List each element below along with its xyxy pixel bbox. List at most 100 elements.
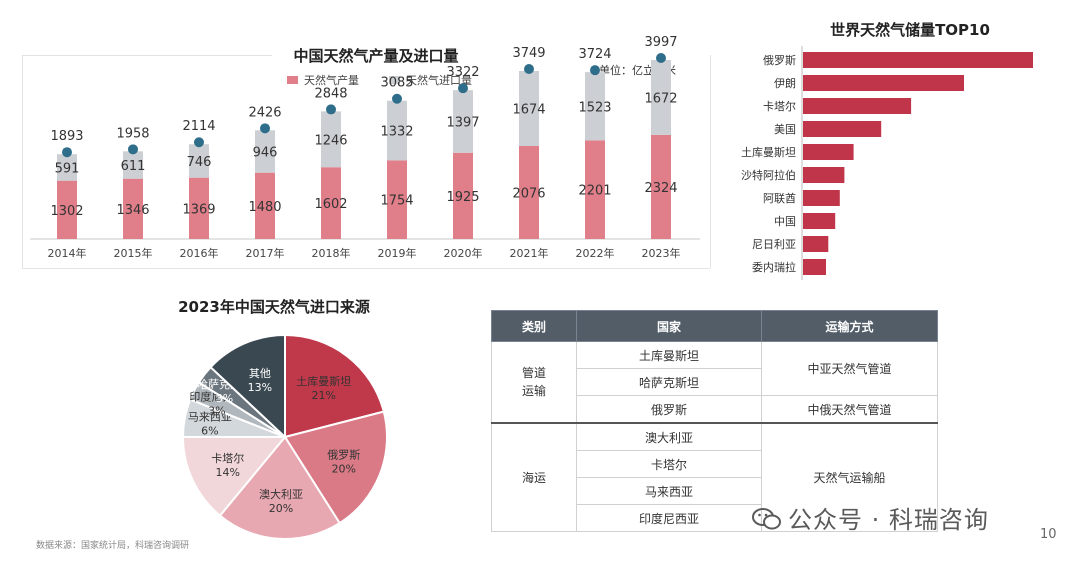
bar-production: [519, 145, 539, 239]
transport-table: 类别 国家 运输方式 管道 运输 土库曼斯坦 中亚天然气管道 哈萨克斯坦 俄罗斯…: [491, 310, 938, 532]
category-sea: 海运: [491, 422, 577, 532]
x-tick-label: 2023年: [642, 246, 681, 260]
bar-import: [123, 151, 143, 179]
wechat-icon: [752, 508, 781, 530]
pie-slice: [181, 436, 288, 518]
total-marker: [260, 123, 270, 134]
data-label-import: 611: [121, 159, 146, 174]
data-label-total: 3085: [380, 76, 413, 91]
y-tick-label: 伊朗: [774, 77, 796, 90]
data-label-total: 3724: [578, 47, 611, 62]
data-label-total: 2426: [248, 105, 281, 120]
page-number: 10: [1040, 527, 1057, 542]
bar-import: [57, 154, 77, 181]
data-label-production: 2201: [578, 184, 611, 199]
y-tick-label: 阿联酋: [763, 191, 796, 205]
method-cell: 天然气运输船: [761, 422, 938, 532]
data-label-total: 3322: [446, 65, 479, 80]
pie-label-percent: 13%: [248, 381, 272, 394]
chart-title: 中国天然气产量及进口量: [293, 47, 458, 65]
pie-label-percent: 21%: [312, 389, 336, 402]
country-cell: 澳大利亚: [576, 422, 762, 451]
bar-import: [255, 130, 275, 173]
import-sources-chart: 2023年中国天然气进口来源 土库曼斯坦21%俄罗斯20%澳大利亚20%卡塔尔1…: [178, 298, 388, 540]
total-marker: [326, 104, 336, 115]
data-label-total: 3997: [644, 35, 677, 50]
data-label-import: 1523: [578, 100, 611, 115]
table-header-row: 类别 国家 运输方式: [491, 310, 938, 342]
bar-import: [519, 71, 539, 146]
pie-label-percent: 14%: [216, 466, 240, 479]
header-category: 类别: [491, 310, 577, 342]
bar-reserve: [803, 121, 882, 137]
table-row: 哈萨克斯坦: [492, 368, 938, 396]
pie-label-name: 俄罗斯: [327, 448, 360, 461]
total-marker: [590, 65, 600, 76]
data-label-production: 1302: [50, 204, 83, 219]
pie-label-name: 马来西亚: [188, 411, 232, 424]
y-tick-label: 中国: [774, 215, 796, 228]
bar-production: [123, 178, 143, 239]
table-row: 海运 澳大利亚 天然气运输船: [491, 422, 938, 532]
panel-border-bottom: [22, 268, 710, 269]
bar-reserve: [803, 52, 1033, 68]
data-label-import: 746: [187, 155, 212, 170]
pie-slice: [283, 410, 388, 525]
pie-label-percent: 3%: [208, 404, 225, 417]
data-label-production: 1754: [380, 194, 413, 209]
x-tick-label: 2019年: [378, 246, 417, 260]
table-row: 管道 运输 土库曼斯坦 中亚天然气管道: [491, 341, 938, 424]
header-method: 运输方式: [761, 310, 938, 342]
data-label-total: 3749: [512, 46, 545, 61]
bar-import: [453, 90, 473, 153]
data-label-total: 2114: [182, 119, 215, 134]
bar-production: [585, 140, 605, 239]
x-tick-label: 2016年: [180, 246, 219, 260]
total-marker: [524, 64, 534, 74]
data-label-import: 1672: [644, 91, 677, 106]
production-import-chart: 中国天然气产量及进口量 天然气产量 天然气进口量 单位：亿立方米 1302591…: [30, 35, 700, 260]
bar-import: [189, 144, 209, 178]
pie-label-name: 澳大利亚: [259, 487, 303, 501]
country-cell: 马来西亚: [576, 477, 762, 505]
data-label-production: 1346: [116, 203, 149, 218]
data-label-production: 1925: [446, 190, 479, 205]
bar-reserve: [803, 213, 836, 229]
total-marker: [458, 83, 468, 94]
y-tick-label: 沙特阿拉伯: [741, 168, 796, 182]
x-tick-label: 2022年: [576, 246, 615, 260]
y-tick-label: 土库曼斯坦: [741, 145, 796, 159]
table-row: 俄罗斯 中俄天然气管道: [492, 395, 938, 424]
bar-reserve: [803, 236, 829, 252]
chart-title: 2023年中国天然气进口来源: [178, 298, 370, 316]
bar-reserve: [803, 144, 854, 160]
bar-production: [321, 167, 341, 239]
data-label-total: 1893: [50, 129, 83, 144]
total-marker: [62, 147, 72, 158]
x-tick-label: 2020年: [444, 246, 483, 260]
header-country: 国家: [576, 310, 762, 342]
bar-production: [255, 172, 275, 239]
panel-border-right: [710, 55, 711, 268]
data-label-import: 1332: [380, 125, 413, 140]
data-label-import: 591: [55, 161, 80, 176]
pie-label-name: 其他: [249, 367, 271, 380]
data-label-production: 2076: [512, 186, 545, 201]
bar-reserve: [803, 75, 964, 91]
data-label-production: 1602: [314, 197, 347, 212]
y-tick-label: 美国: [774, 123, 796, 136]
panel-border-left: [22, 55, 23, 268]
pie-slice: [218, 435, 342, 540]
legend-swatch-import: [389, 76, 400, 84]
data-source-note: 数据来源：国家统计局，科瑞咨询调研: [36, 541, 190, 551]
data-label-import: 1397: [446, 115, 479, 130]
x-tick-label: 2014年: [48, 246, 87, 260]
method-cell: 中俄天然气管道: [761, 395, 938, 424]
data-label-total: 1958: [116, 126, 149, 141]
legend-label-import: 天然气进口量: [406, 73, 472, 87]
pie-label-percent: 3%: [216, 392, 233, 405]
bar-production: [189, 177, 209, 239]
pie-slice: [209, 333, 286, 440]
pie-label-percent: 6%: [201, 425, 218, 438]
pie-label-percent: 20%: [269, 502, 293, 515]
